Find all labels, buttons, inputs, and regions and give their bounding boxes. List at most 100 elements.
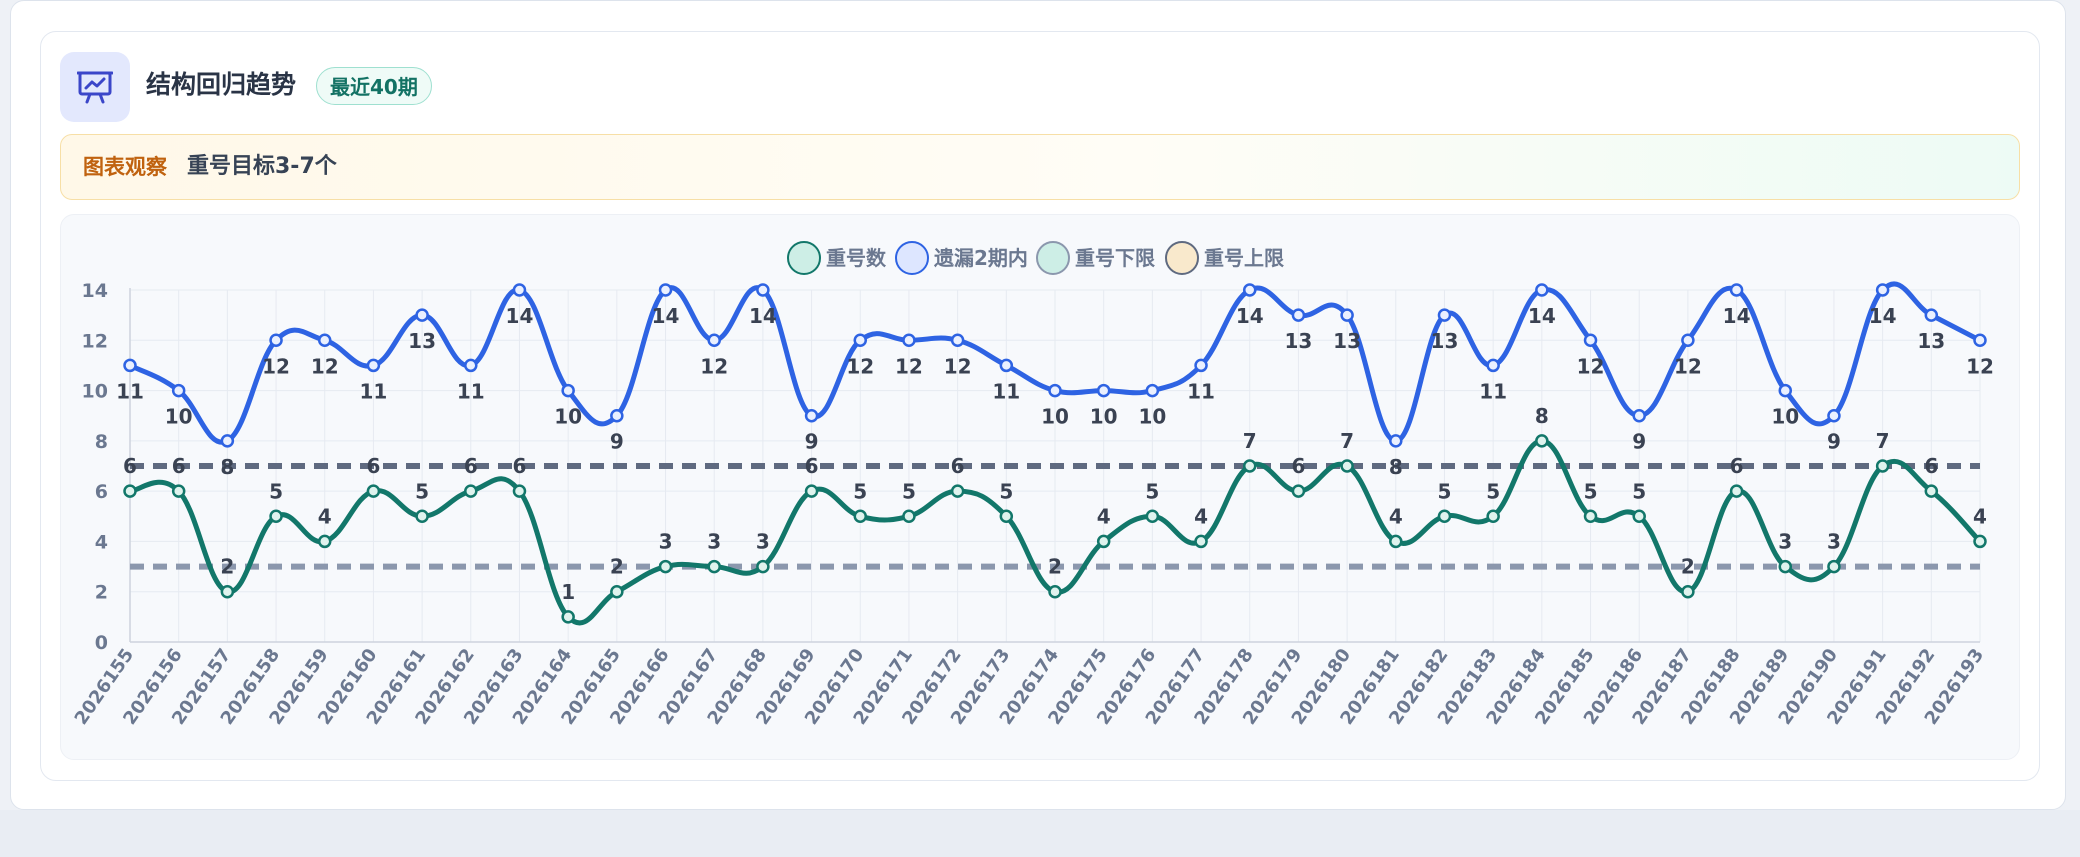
- repeat-count-point: [415, 509, 429, 524]
- repeat-count-point: [1583, 509, 1598, 524]
- repeat-count-data-label: 3: [707, 530, 721, 554]
- within-2-point: [1583, 333, 1598, 348]
- within-2-data-label: 14: [749, 304, 777, 328]
- repeat-count-data-label: 2: [1681, 555, 1695, 579]
- card-title: 结构回归趋势: [146, 70, 297, 99]
- within-2-point: [1973, 333, 1987, 348]
- repeat-count-data-label: 4: [318, 504, 332, 528]
- y-tick-label: 6: [95, 481, 108, 503]
- observation-text: 重号目标3-7个: [187, 154, 337, 179]
- within-2-point: [610, 408, 624, 423]
- within-2-point: [171, 383, 186, 398]
- within-2-point: [1242, 283, 1257, 297]
- repeat-count-point: [1875, 459, 1890, 473]
- within-2-point: [1729, 283, 1744, 297]
- repeat-count-point: [804, 484, 819, 498]
- repeat-count-data-label: 7: [1340, 429, 1354, 453]
- repeat-count-data-label: 5: [269, 479, 283, 503]
- within-2-data-label: 12: [700, 354, 728, 378]
- repeat-count-data-label: 5: [853, 479, 867, 503]
- within-2-data-label: 10: [1138, 405, 1166, 429]
- y-tick-label: 4: [95, 531, 108, 553]
- repeat-count-point: [171, 484, 186, 498]
- repeat-count-point: [1535, 434, 1549, 448]
- y-tick-label: 10: [82, 381, 108, 403]
- within-2-data-label: 11: [457, 379, 485, 403]
- repeat-count-data-label: 7: [1876, 429, 1890, 453]
- within-2-data-label: 14: [1723, 304, 1751, 328]
- repeat-count-data-label: 3: [1827, 530, 1841, 554]
- legend-within-2-swatch: [895, 241, 929, 275]
- within-2-point: [1096, 383, 1111, 398]
- repeat-count-point: [1486, 509, 1500, 524]
- repeat-count-point: [1729, 484, 1744, 498]
- within-2-point: [123, 358, 137, 373]
- repeat-count-point: [1340, 459, 1354, 473]
- within-2-data-label: 10: [554, 405, 582, 429]
- repeat-count-point: [1194, 534, 1208, 549]
- within-2-data-label: 14: [1236, 304, 1264, 328]
- within-2-point: [658, 283, 673, 297]
- within-2-data-label: 8: [1389, 455, 1403, 479]
- repeat-count-data-label: 3: [659, 530, 673, 554]
- within-2-point: [1048, 383, 1062, 398]
- repeat-count-point: [610, 584, 624, 599]
- repeat-count-point: [464, 484, 478, 498]
- within-2-data-label: 10: [1771, 405, 1799, 429]
- within-2-data-label: 12: [311, 354, 339, 378]
- within-2-point: [1632, 408, 1646, 423]
- repeat-count-data-label: 6: [513, 454, 527, 478]
- within-2-point: [950, 333, 965, 348]
- repeat-count-data-label: 1: [561, 580, 575, 604]
- bottom-gutter: [0, 810, 2080, 857]
- within-2-point: [1875, 283, 1890, 297]
- repeat-count-point: [999, 509, 1014, 524]
- within-2-point: [1340, 308, 1354, 322]
- y-tick-label: 0: [95, 632, 108, 654]
- within-2-point: [1924, 308, 1939, 322]
- within-2-line: [128, 281, 1982, 445]
- repeat-count-point: [756, 559, 770, 574]
- within-2-data-label: 13: [1431, 329, 1459, 353]
- presentation-chart-icon: [60, 52, 130, 122]
- repeat-count-data-label: 4: [1194, 504, 1208, 528]
- repeat-count-point: [1924, 484, 1939, 498]
- observation-label: 图表观察: [83, 155, 167, 179]
- within-2-data-label: 14: [506, 304, 534, 328]
- legend-lower-limit-swatch: [1036, 241, 1070, 275]
- y-tick-label: 8: [95, 431, 108, 453]
- repeat-count-point: [902, 509, 916, 524]
- within-2-point: [317, 333, 332, 348]
- repeat-count-data-label: 6: [951, 454, 965, 478]
- repeat-count-data-label: 2: [220, 555, 234, 579]
- within-2-point: [1145, 383, 1160, 398]
- within-2-point: [999, 358, 1014, 373]
- repeat-count-data-label: 6: [366, 454, 380, 478]
- within-2-data-label: 9: [805, 430, 819, 454]
- within-2-data-label: 12: [262, 354, 290, 378]
- within-2-point: [853, 333, 868, 348]
- y-tick-label: 2: [95, 582, 108, 604]
- repeat-count-data-label: 5: [1486, 479, 1500, 503]
- within-2-point: [1778, 383, 1793, 398]
- legend-repeat-count-label: 重号数: [826, 246, 887, 270]
- within-2-data-label: 13: [408, 329, 436, 353]
- legend-lower-limit-label: 重号下限: [1075, 246, 1155, 270]
- within-2-data-label: 11: [116, 379, 144, 403]
- repeat-count-data-label: 8: [1535, 404, 1549, 428]
- legend-upper-limit-label: 重号上限: [1204, 246, 1284, 270]
- within-2-data-label: 12: [1674, 354, 1702, 378]
- repeat-count-point: [317, 534, 332, 549]
- repeat-count-data-label: 6: [1291, 454, 1305, 478]
- legend-upper-limit-swatch: [1165, 241, 1199, 275]
- repeat-count-point: [1242, 459, 1257, 473]
- within-2-data-label: 11: [1479, 379, 1507, 403]
- repeat-count-data-label: 6: [805, 454, 819, 478]
- repeat-count-data-label: 5: [902, 479, 916, 503]
- observation-banner: 图表观察 重号目标3-7个: [60, 134, 2020, 200]
- repeat-count-data-label: 4: [1973, 504, 1987, 528]
- repeat-count-data-label: 4: [1389, 504, 1403, 528]
- repeat-count-data-label: 6: [172, 454, 186, 478]
- within-2-data-label: 10: [165, 405, 193, 429]
- repeat-count-point: [1437, 509, 1452, 524]
